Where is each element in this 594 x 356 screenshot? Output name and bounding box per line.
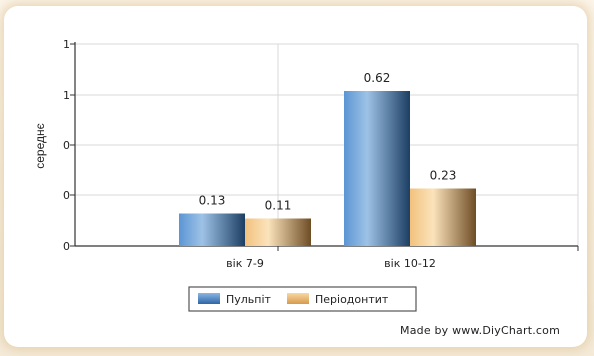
- data-label: 0.11: [265, 199, 292, 213]
- bar-pulpit-2: [344, 91, 410, 246]
- gridlines: [74, 43, 579, 246]
- watermark-text: Made by www.DiyChart.com: [400, 324, 560, 337]
- legend-label-periodontitis: Періодонтит: [315, 293, 389, 306]
- y-tick-label: 0: [63, 240, 70, 253]
- legend-label-pulpit: Пульпіт: [226, 293, 272, 306]
- y-tick-label: 0: [63, 189, 70, 202]
- x-category-label: вік 7-9: [226, 257, 264, 270]
- legend-swatch-periodontitis: [287, 293, 309, 304]
- y-tick-label: 0: [63, 139, 70, 152]
- legend-swatch-pulpit: [198, 293, 220, 304]
- legend: Пульпіт Періодонтит: [188, 286, 417, 312]
- data-label: 0.62: [364, 71, 391, 85]
- bars: [179, 91, 476, 246]
- y-tick-label: 1: [63, 89, 70, 102]
- data-label: 0.23: [430, 169, 457, 183]
- x-category-label: вік 10-12: [384, 257, 436, 270]
- y-tick-label: 1: [63, 38, 70, 51]
- bar-periodontitis-2: [410, 188, 476, 246]
- axes: 1 1 0 0 0 вік 7-9 вік 10-12: [63, 38, 579, 270]
- data-label: 0.13: [199, 194, 226, 208]
- data-labels: 0.13 0.11 0.62 0.23: [199, 71, 457, 213]
- y-axis-label: середнє: [33, 123, 47, 169]
- bar-pulpit-1: [179, 213, 245, 246]
- bar-periodontitis-1: [245, 218, 311, 246]
